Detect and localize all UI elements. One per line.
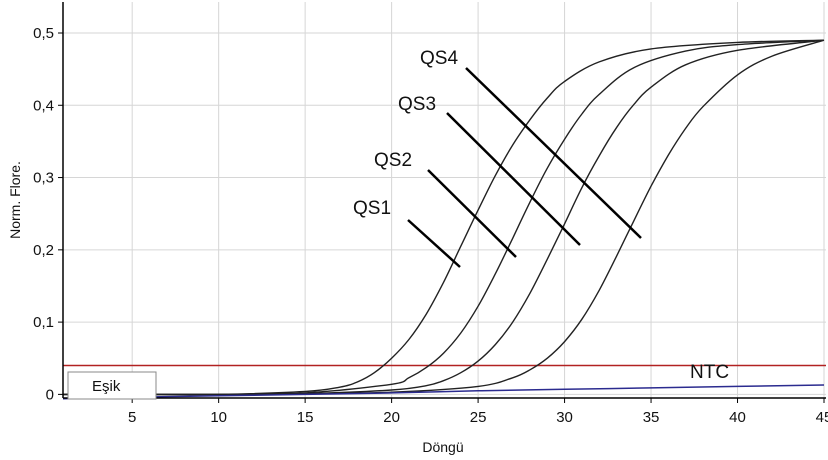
- x-tick-label-5: 5: [128, 409, 136, 426]
- x-tick-label-15: 15: [297, 409, 314, 426]
- x-tick-label-30: 30: [556, 409, 573, 426]
- annotation-pointer-qs1: [407, 219, 461, 268]
- annotation-qs1: QS1: [353, 198, 391, 219]
- x-tick-label-25: 25: [470, 409, 487, 426]
- tick-labels: 5 10 15 20 25 30 35 40 45 0 0,1 0,2 0,3 0,4 0,5: [33, 25, 828, 426]
- y-tick-label-0-4: 0,4: [33, 97, 54, 114]
- annotation-pointer-qs4: [465, 67, 642, 239]
- threshold-label-box: [67, 371, 157, 400]
- series-layer: [62, 39, 825, 400]
- grid: [63, 2, 826, 398]
- threshold-label: Eşik: [92, 378, 121, 395]
- annotation-qs3: QS3: [398, 94, 436, 115]
- y-axis-title: Norm. Flore.: [7, 161, 23, 239]
- x-tick-label-20: 20: [383, 409, 400, 426]
- x-tick-label-45: 45: [816, 409, 828, 426]
- y-tick-label-0-2: 0,2: [33, 242, 54, 259]
- x-axis-title: Döngü: [422, 439, 463, 455]
- x-tick-label-10: 10: [210, 409, 227, 426]
- annotation-ntc: NTC: [690, 362, 729, 383]
- series-line-qs1: [63, 39, 825, 396]
- annotation-pointer-qs3: [446, 112, 581, 246]
- y-tick-label-0-3: 0,3: [33, 170, 54, 187]
- y-tick-label-0-1: 0,1: [33, 314, 54, 331]
- y-tick-label-0-5: 0,5: [33, 25, 54, 42]
- series-line-ntc: [62, 384, 825, 400]
- y-tick-label-0: 0: [46, 386, 54, 403]
- annotation-qs4: QS4: [420, 48, 458, 69]
- axes: [62, 2, 826, 399]
- threshold-legend: Eşik: [67, 371, 157, 400]
- series-line-qs2: [63, 39, 825, 396]
- annotation-qs2: QS2: [374, 150, 412, 171]
- annotations: QS4 QS3 QS2 QS1 NTC: [353, 48, 729, 383]
- x-tick-label-40: 40: [729, 409, 746, 426]
- annotation-pointer-qs2: [427, 169, 517, 258]
- x-tick-label-35: 35: [643, 409, 660, 426]
